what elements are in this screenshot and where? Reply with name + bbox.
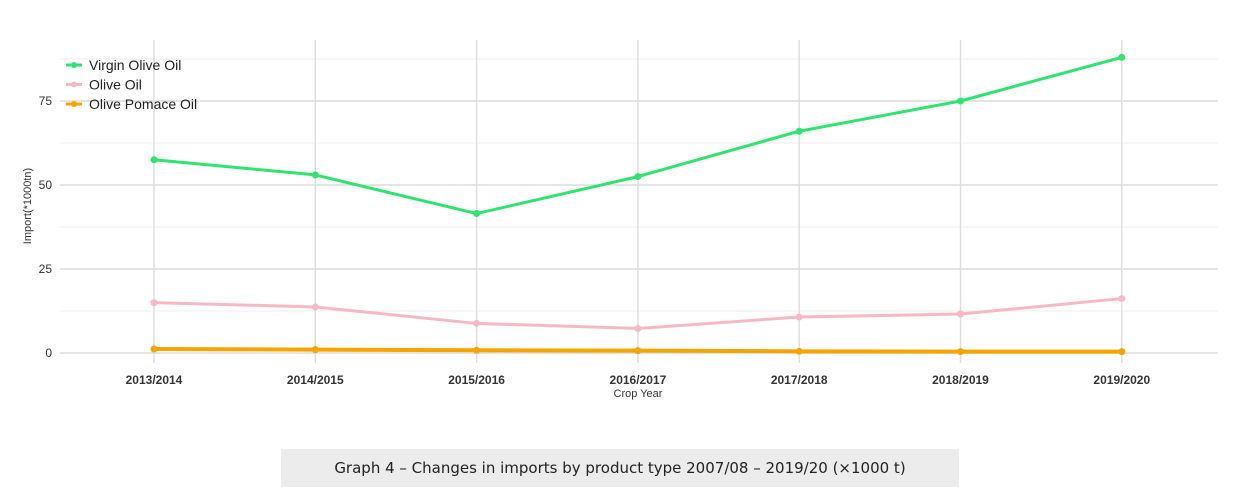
x-tick-label: 2016/2017 xyxy=(610,373,667,387)
legend-swatch-point xyxy=(71,62,77,68)
line-chart: 0 25 50 75 2013/2014 2014/2015 2015/2016 2016/… xyxy=(22,40,1218,400)
y-tick-label: 25 xyxy=(39,262,53,276)
data-point xyxy=(634,173,642,181)
x-tick-label: 2014/2015 xyxy=(287,373,344,387)
data-point xyxy=(957,97,964,105)
legend-swatch-point xyxy=(71,81,77,88)
data-point xyxy=(957,310,964,318)
grid xyxy=(60,40,1218,363)
y-tick-label: 0 xyxy=(45,346,52,360)
data-point xyxy=(1118,53,1126,61)
x-tick-label: 2013/2014 xyxy=(126,373,183,387)
legend-label: Olive Oil xyxy=(89,77,142,93)
y-axis-ticks: 0 25 50 75 xyxy=(39,94,53,360)
x-tick-label: 2019/2020 xyxy=(1093,373,1150,387)
data-point xyxy=(473,319,481,327)
legend: Virgin Olive Oil Olive Oil Olive Pomace Oi… xyxy=(66,57,197,112)
legend-swatch-point xyxy=(71,101,77,107)
y-tick-label: 75 xyxy=(39,94,53,108)
data-point xyxy=(473,210,481,218)
data-point xyxy=(311,171,319,179)
data-point xyxy=(1118,348,1126,356)
x-tick-label: 2017/2018 xyxy=(771,373,828,387)
x-axis-ticks: 2013/2014 2014/2015 2015/2016 2016/2017 2017… xyxy=(126,373,1151,387)
legend-label: Virgin Olive Oil xyxy=(89,57,181,73)
x-tick-label: 2015/2016 xyxy=(448,373,505,387)
data-point xyxy=(795,313,803,321)
data-point xyxy=(150,156,158,164)
data-point xyxy=(795,127,803,135)
data-point xyxy=(634,347,642,355)
x-tick-label: 2018/2019 xyxy=(932,373,989,387)
data-point xyxy=(311,303,319,311)
data-point xyxy=(150,345,158,353)
series-lines xyxy=(150,53,1126,356)
data-point xyxy=(473,346,481,354)
data-point xyxy=(311,346,319,354)
legend-label: Olive Pomace Oil xyxy=(89,96,197,112)
caption-box: Graph 4 – Changes in imports by product … xyxy=(281,449,959,487)
y-axis-label: Import(*1000tn) xyxy=(22,168,34,244)
chart-caption: Graph 4 – Changes in imports by product … xyxy=(334,459,906,477)
x-axis-label: Crop Year xyxy=(614,388,663,400)
data-point xyxy=(957,348,964,356)
data-point xyxy=(795,347,803,355)
y-tick-label: 50 xyxy=(39,178,53,192)
data-point xyxy=(1118,295,1126,303)
data-point xyxy=(634,324,642,332)
data-point xyxy=(150,299,158,307)
